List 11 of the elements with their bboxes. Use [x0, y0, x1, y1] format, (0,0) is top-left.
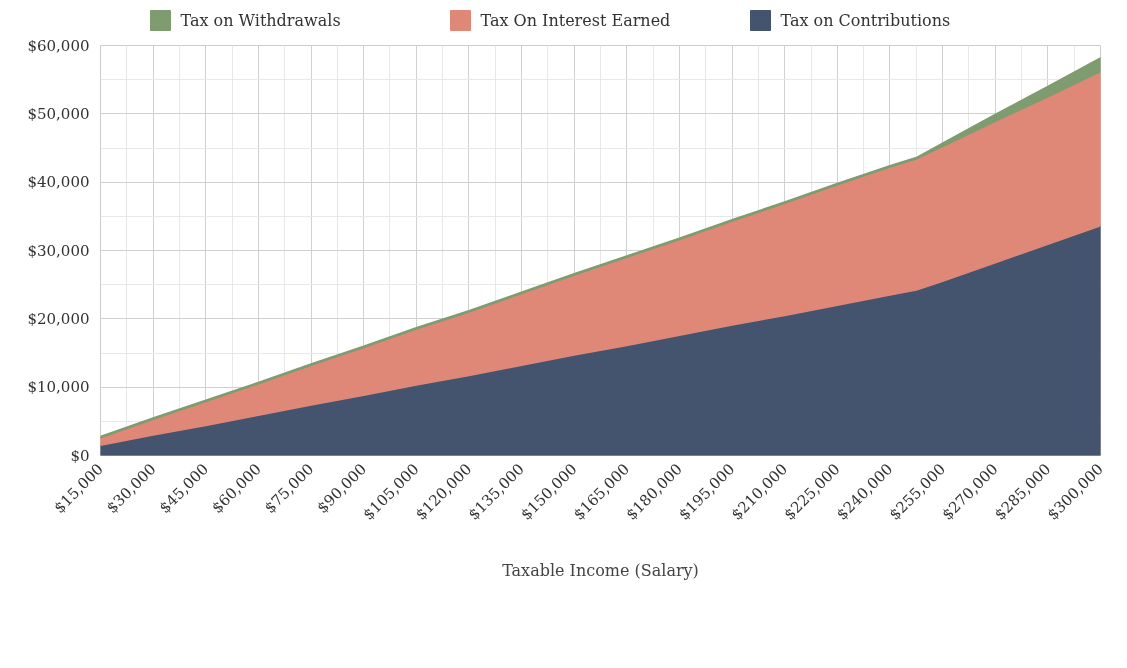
y-tick-label: $30,000 [27, 241, 90, 260]
x-axis-title: Taxable Income (Salary) [502, 560, 699, 580]
y-tick-label: $60,000 [27, 36, 90, 55]
legend-label: Tax on Withdrawals [180, 11, 341, 30]
y-tick-label: $0 [70, 446, 90, 465]
legend-label: Tax On Interest Earned [480, 11, 671, 30]
y-tick-label: $50,000 [27, 104, 90, 123]
y-tick-label: $20,000 [27, 309, 90, 328]
legend-label: Tax on Contributions [780, 11, 951, 30]
y-tick-label: $10,000 [27, 378, 90, 397]
y-tick-label: $40,000 [27, 173, 90, 192]
